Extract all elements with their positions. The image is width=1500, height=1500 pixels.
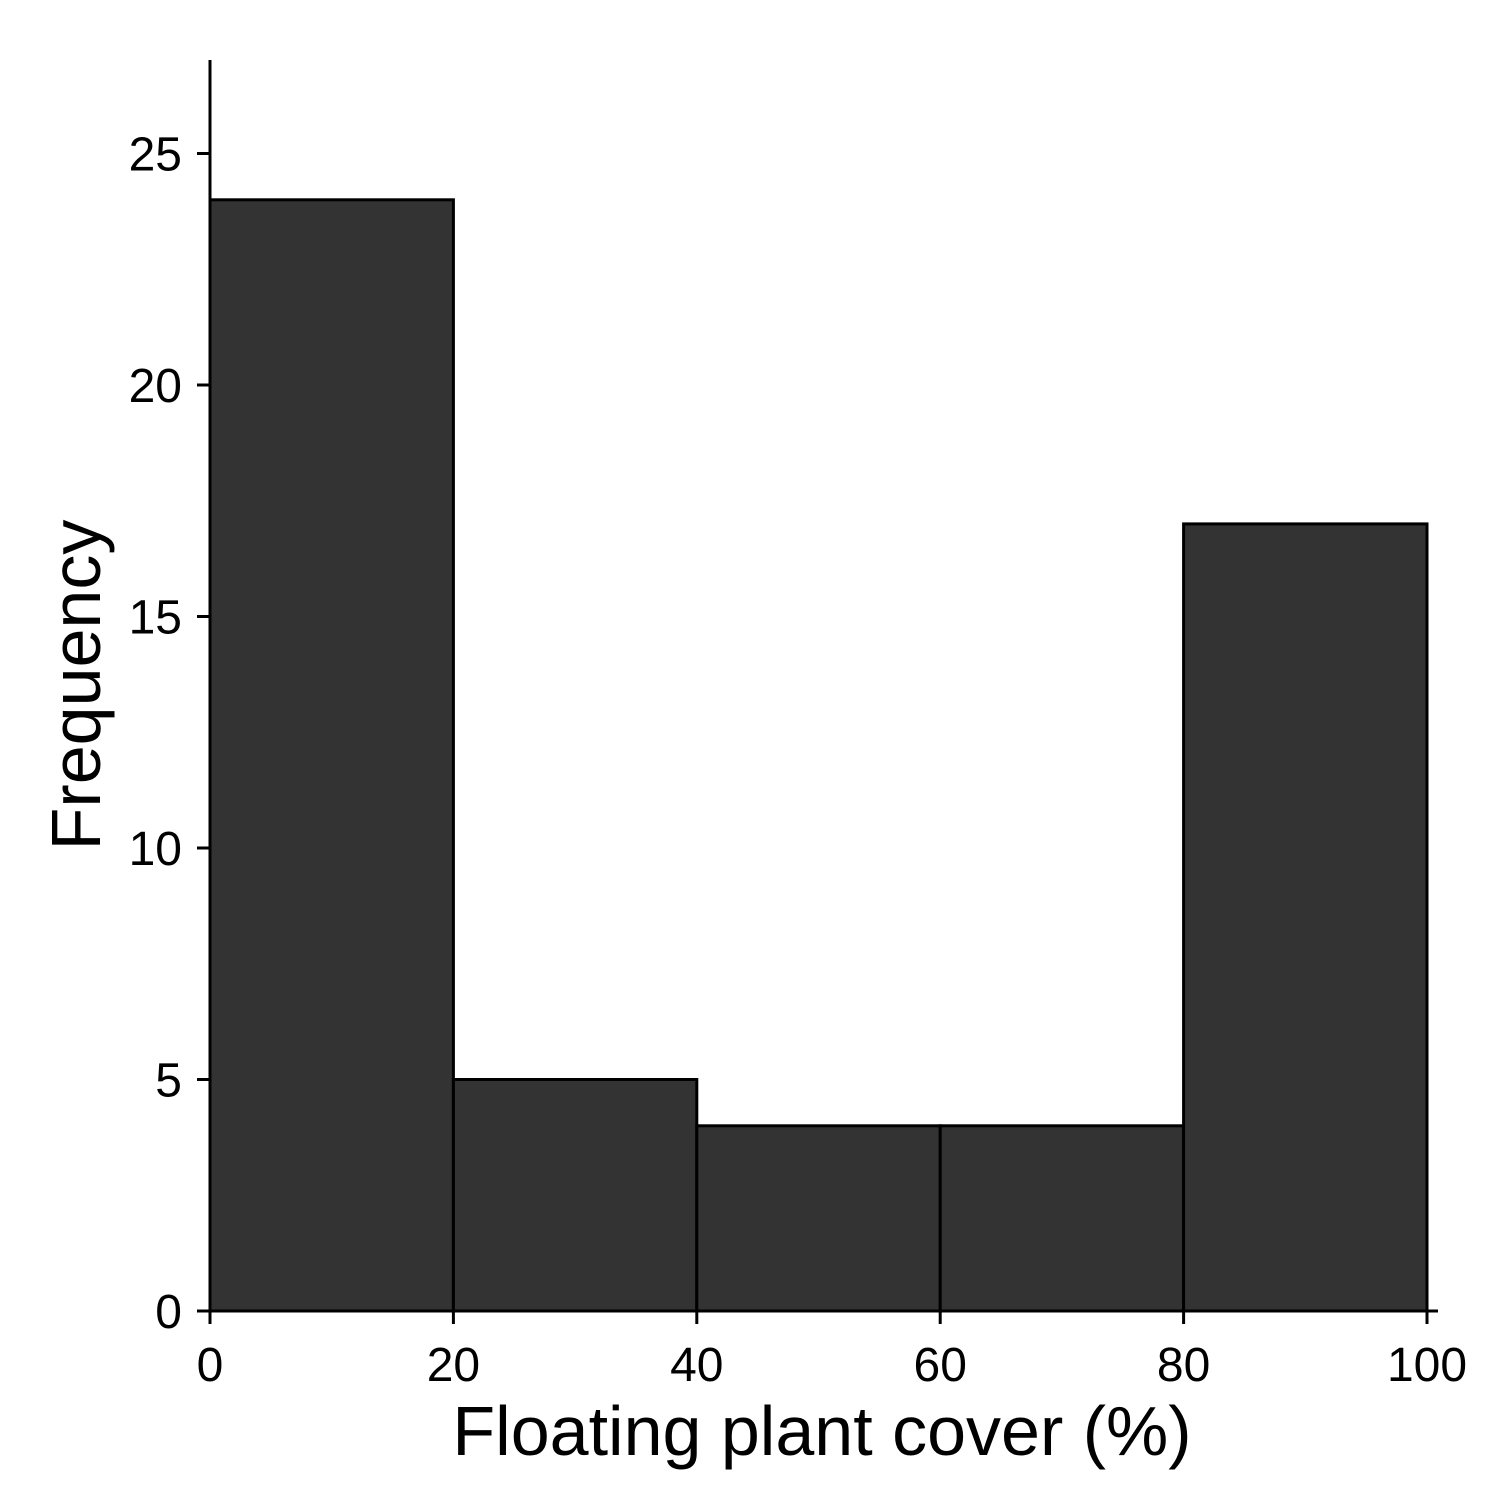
x-axis-title: Floating plant cover (%) [452,1392,1191,1470]
x-tick-label: 60 [914,1339,967,1392]
axes-group [208,60,1438,1313]
y-ticks-group: 0 5 10 15 20 25 [129,129,210,1339]
bar-4 [1182,522,1429,1313]
x-tick-label: 20 [427,1339,480,1392]
x-tick-label: 0 [197,1339,224,1392]
y-tick-label: 15 [129,592,182,645]
y-axis-title: Frequency [37,520,115,851]
bar-1 [451,1078,699,1313]
bar-3 [938,1124,1186,1313]
bars-group [208,198,1429,1313]
x-tick-label: 40 [670,1339,723,1392]
bar-0 [208,198,455,1313]
x-ticks-group: 0 20 40 60 80 100 [197,1311,1467,1392]
x-tick-label: 80 [1157,1339,1210,1392]
y-tick-label: 5 [155,1055,182,1108]
y-tick-label: 25 [129,129,182,182]
y-tick-label: 0 [155,1286,182,1339]
y-tick-label: 10 [129,823,182,876]
bar-2 [695,1124,942,1313]
y-tick-label: 20 [129,360,182,413]
x-tick-label: 100 [1387,1339,1467,1392]
